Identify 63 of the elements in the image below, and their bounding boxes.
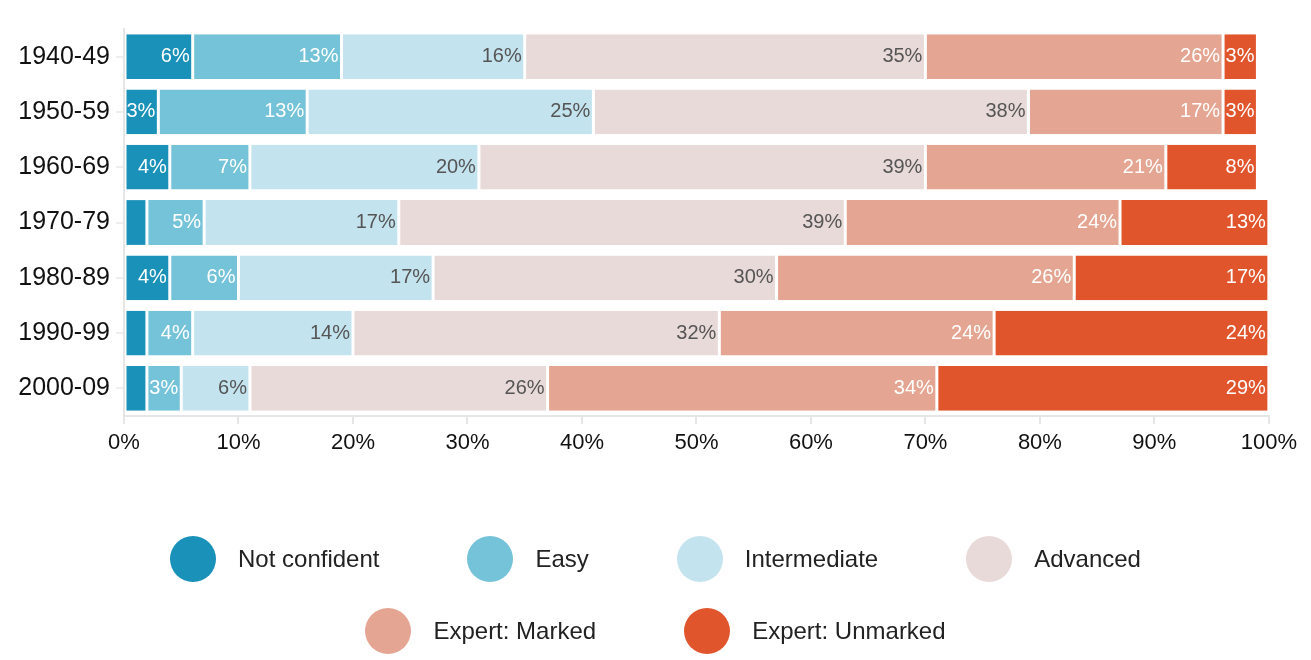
- y-tick-label: 1970-79: [18, 206, 110, 235]
- legend-label: Not confident: [238, 545, 380, 573]
- data-label: 6%: [160, 44, 190, 67]
- x-tick-label: 0%: [108, 429, 140, 455]
- data-label: 13%: [298, 44, 339, 67]
- data-label: 5%: [172, 210, 202, 233]
- x-tick-label: 80%: [1017, 429, 1062, 455]
- data-label: 26%: [504, 375, 545, 398]
- data-label: 20%: [435, 154, 477, 177]
- legend-label: Expert: Marked: [433, 617, 597, 645]
- data-label: 16%: [481, 44, 522, 67]
- data-label: 26%: [1031, 265, 1072, 288]
- y-tick-label: 1950-59: [18, 95, 110, 124]
- data-label: 17%: [390, 265, 431, 288]
- data-label: 6%: [206, 265, 236, 288]
- x-tick-label: 50%: [674, 429, 719, 455]
- x-tick-label: 70%: [903, 429, 948, 455]
- x-tick-label: 100%: [1240, 429, 1298, 455]
- x-tick-label: 90%: [1132, 429, 1177, 455]
- x-tick-label: 60%: [788, 429, 833, 455]
- y-tick-label: 1980-89: [18, 261, 110, 290]
- data-label: 3%: [1225, 44, 1255, 67]
- data-label: 13%: [1225, 210, 1267, 233]
- data-label: 3%: [149, 375, 179, 398]
- data-label: 39%: [802, 210, 843, 233]
- data-label: 32%: [676, 320, 717, 343]
- y-tick-label: 1990-99: [18, 316, 110, 345]
- data-label: 30%: [733, 265, 774, 288]
- x-tick-label: 10%: [216, 429, 261, 455]
- y-tick-label: 1940-49: [18, 40, 110, 69]
- data-label: 24%: [1077, 210, 1118, 233]
- data-label: 3%: [126, 99, 156, 122]
- data-label: 4%: [160, 320, 190, 343]
- data-label: 35%: [882, 44, 923, 67]
- data-label: 17%: [355, 210, 396, 233]
- data-label: 7%: [218, 154, 248, 177]
- x-tick-label: 20%: [330, 429, 375, 455]
- data-label: 24%: [1225, 320, 1267, 343]
- legend-label: Easy: [535, 545, 589, 573]
- data-label: 24%: [951, 320, 992, 343]
- data-label: 25%: [550, 99, 591, 122]
- data-label: 6%: [218, 375, 248, 398]
- x-tick-label: 30%: [445, 429, 490, 455]
- data-label: 4%: [137, 265, 168, 288]
- data-label: 17%: [1180, 99, 1221, 122]
- legend-label: Advanced: [1034, 545, 1141, 573]
- data-label: 29%: [1225, 375, 1267, 398]
- data-label: 21%: [1122, 154, 1164, 177]
- x-tick-label: 40%: [559, 429, 604, 455]
- data-label: 4%: [137, 154, 168, 177]
- data-label: 34%: [893, 375, 935, 398]
- legend-label: Intermediate: [744, 545, 879, 573]
- data-label: 39%: [882, 154, 923, 177]
- y-tick-label: 2000-09: [18, 372, 110, 401]
- data-label: 14%: [309, 320, 351, 343]
- legend-label: Expert: Unmarked: [752, 617, 946, 645]
- data-label: 8%: [1225, 154, 1255, 177]
- data-label: 13%: [264, 99, 305, 122]
- data-label: 3%: [1225, 99, 1255, 122]
- data-label: 17%: [1225, 265, 1267, 288]
- y-tick-label: 1960-69: [18, 151, 110, 180]
- data-label: 26%: [1180, 44, 1221, 67]
- data-label: 38%: [985, 99, 1026, 122]
